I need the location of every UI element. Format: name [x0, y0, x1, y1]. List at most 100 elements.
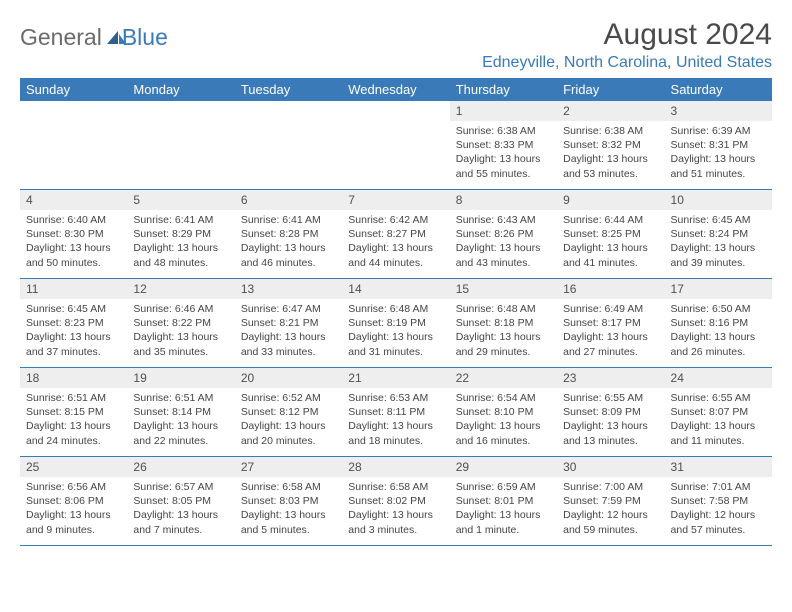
daylight-text: Daylight: 13 hours and 35 minutes. — [133, 330, 228, 358]
sunrise-text: Sunrise: 6:55 AM — [671, 391, 766, 405]
daylight-text: Daylight: 13 hours and 33 minutes. — [241, 330, 336, 358]
day-number: 13 — [235, 279, 342, 299]
daylight-text: Daylight: 13 hours and 39 minutes. — [671, 241, 766, 269]
daylight-text: Daylight: 13 hours and 48 minutes. — [133, 241, 228, 269]
day-content: Sunrise: 6:48 AMSunset: 8:19 PMDaylight:… — [342, 299, 449, 365]
daylight-text: Daylight: 13 hours and 50 minutes. — [26, 241, 121, 269]
daylight-text: Daylight: 13 hours and 13 minutes. — [563, 419, 658, 447]
day-content: Sunrise: 6:42 AMSunset: 8:27 PMDaylight:… — [342, 210, 449, 276]
day-number-empty — [127, 101, 234, 121]
day-cell: 27Sunrise: 6:58 AMSunset: 8:03 PMDayligh… — [235, 457, 342, 545]
daylight-text: Daylight: 13 hours and 5 minutes. — [241, 508, 336, 536]
daylight-text: Daylight: 13 hours and 29 minutes. — [456, 330, 551, 358]
sunset-text: Sunset: 8:05 PM — [133, 494, 228, 508]
day-header: Tuesday — [235, 78, 342, 101]
sunset-text: Sunset: 8:02 PM — [348, 494, 443, 508]
sunrise-text: Sunrise: 6:43 AM — [456, 213, 551, 227]
sunrise-text: Sunrise: 6:44 AM — [563, 213, 658, 227]
sunrise-text: Sunrise: 6:50 AM — [671, 302, 766, 316]
day-content: Sunrise: 6:54 AMSunset: 8:10 PMDaylight:… — [450, 388, 557, 454]
day-number: 28 — [342, 457, 449, 477]
sunrise-text: Sunrise: 6:56 AM — [26, 480, 121, 494]
day-number: 3 — [665, 101, 772, 121]
daylight-text: Daylight: 13 hours and 1 minute. — [456, 508, 551, 536]
header: General Blue August 2024 Edneyville, Nor… — [20, 18, 772, 72]
day-header: Monday — [127, 78, 234, 101]
sunset-text: Sunset: 8:22 PM — [133, 316, 228, 330]
day-cell: 23Sunrise: 6:55 AMSunset: 8:09 PMDayligh… — [557, 368, 664, 456]
day-cell: 5Sunrise: 6:41 AMSunset: 8:29 PMDaylight… — [127, 190, 234, 278]
day-number: 10 — [665, 190, 772, 210]
day-content: Sunrise: 6:58 AMSunset: 8:03 PMDaylight:… — [235, 477, 342, 543]
sunrise-text: Sunrise: 6:59 AM — [456, 480, 551, 494]
day-number: 21 — [342, 368, 449, 388]
day-number: 19 — [127, 368, 234, 388]
sunset-text: Sunset: 8:30 PM — [26, 227, 121, 241]
day-content: Sunrise: 6:50 AMSunset: 8:16 PMDaylight:… — [665, 299, 772, 365]
day-number: 6 — [235, 190, 342, 210]
day-number: 27 — [235, 457, 342, 477]
day-number: 8 — [450, 190, 557, 210]
sunrise-text: Sunrise: 6:52 AM — [241, 391, 336, 405]
sunset-text: Sunset: 8:06 PM — [26, 494, 121, 508]
day-number: 2 — [557, 101, 664, 121]
daylight-text: Daylight: 13 hours and 7 minutes. — [133, 508, 228, 536]
day-content: Sunrise: 6:58 AMSunset: 8:02 PMDaylight:… — [342, 477, 449, 543]
sunset-text: Sunset: 8:28 PM — [241, 227, 336, 241]
day-headers-row: SundayMondayTuesdayWednesdayThursdayFrid… — [20, 78, 772, 101]
sunset-text: Sunset: 8:15 PM — [26, 405, 121, 419]
day-cell: 19Sunrise: 6:51 AMSunset: 8:14 PMDayligh… — [127, 368, 234, 456]
day-content: Sunrise: 6:44 AMSunset: 8:25 PMDaylight:… — [557, 210, 664, 276]
day-number: 4 — [20, 190, 127, 210]
day-cell: 10Sunrise: 6:45 AMSunset: 8:24 PMDayligh… — [665, 190, 772, 278]
day-number: 14 — [342, 279, 449, 299]
day-cell: 20Sunrise: 6:52 AMSunset: 8:12 PMDayligh… — [235, 368, 342, 456]
day-content: Sunrise: 6:38 AMSunset: 8:33 PMDaylight:… — [450, 121, 557, 187]
sunset-text: Sunset: 8:31 PM — [671, 138, 766, 152]
sunrise-text: Sunrise: 6:42 AM — [348, 213, 443, 227]
day-cell: 6Sunrise: 6:41 AMSunset: 8:28 PMDaylight… — [235, 190, 342, 278]
daylight-text: Daylight: 13 hours and 51 minutes. — [671, 152, 766, 180]
day-number-empty — [20, 101, 127, 121]
daylight-text: Daylight: 13 hours and 20 minutes. — [241, 419, 336, 447]
day-cell — [342, 101, 449, 189]
day-content: Sunrise: 6:49 AMSunset: 8:17 PMDaylight:… — [557, 299, 664, 365]
day-content: Sunrise: 6:41 AMSunset: 8:29 PMDaylight:… — [127, 210, 234, 276]
day-content: Sunrise: 6:45 AMSunset: 8:24 PMDaylight:… — [665, 210, 772, 276]
sunset-text: Sunset: 8:21 PM — [241, 316, 336, 330]
day-header: Wednesday — [342, 78, 449, 101]
day-header: Friday — [557, 78, 664, 101]
day-content: Sunrise: 6:39 AMSunset: 8:31 PMDaylight:… — [665, 121, 772, 187]
sunrise-text: Sunrise: 6:51 AM — [133, 391, 228, 405]
day-cell: 9Sunrise: 6:44 AMSunset: 8:25 PMDaylight… — [557, 190, 664, 278]
sunrise-text: Sunrise: 6:53 AM — [348, 391, 443, 405]
sunrise-text: Sunrise: 6:41 AM — [241, 213, 336, 227]
day-cell: 13Sunrise: 6:47 AMSunset: 8:21 PMDayligh… — [235, 279, 342, 367]
sunrise-text: Sunrise: 7:01 AM — [671, 480, 766, 494]
sunrise-text: Sunrise: 6:38 AM — [456, 124, 551, 138]
day-cell: 28Sunrise: 6:58 AMSunset: 8:02 PMDayligh… — [342, 457, 449, 545]
week-row: 1Sunrise: 6:38 AMSunset: 8:33 PMDaylight… — [20, 101, 772, 190]
daylight-text: Daylight: 13 hours and 22 minutes. — [133, 419, 228, 447]
day-cell: 26Sunrise: 6:57 AMSunset: 8:05 PMDayligh… — [127, 457, 234, 545]
sunrise-text: Sunrise: 6:48 AM — [348, 302, 443, 316]
sunset-text: Sunset: 8:16 PM — [671, 316, 766, 330]
sunset-text: Sunset: 8:29 PM — [133, 227, 228, 241]
day-cell: 7Sunrise: 6:42 AMSunset: 8:27 PMDaylight… — [342, 190, 449, 278]
day-cell: 31Sunrise: 7:01 AMSunset: 7:58 PMDayligh… — [665, 457, 772, 545]
day-cell — [20, 101, 127, 189]
day-content: Sunrise: 6:53 AMSunset: 8:11 PMDaylight:… — [342, 388, 449, 454]
day-content: Sunrise: 7:01 AMSunset: 7:58 PMDaylight:… — [665, 477, 772, 543]
day-number: 5 — [127, 190, 234, 210]
daylight-text: Daylight: 13 hours and 53 minutes. — [563, 152, 658, 180]
day-cell: 18Sunrise: 6:51 AMSunset: 8:15 PMDayligh… — [20, 368, 127, 456]
day-number-empty — [235, 101, 342, 121]
day-cell: 3Sunrise: 6:39 AMSunset: 8:31 PMDaylight… — [665, 101, 772, 189]
day-cell: 29Sunrise: 6:59 AMSunset: 8:01 PMDayligh… — [450, 457, 557, 545]
day-content: Sunrise: 6:51 AMSunset: 8:15 PMDaylight:… — [20, 388, 127, 454]
logo-text-general: General — [20, 24, 102, 51]
daylight-text: Daylight: 13 hours and 26 minutes. — [671, 330, 766, 358]
day-number: 30 — [557, 457, 664, 477]
day-content: Sunrise: 6:38 AMSunset: 8:32 PMDaylight:… — [557, 121, 664, 187]
day-cell: 2Sunrise: 6:38 AMSunset: 8:32 PMDaylight… — [557, 101, 664, 189]
